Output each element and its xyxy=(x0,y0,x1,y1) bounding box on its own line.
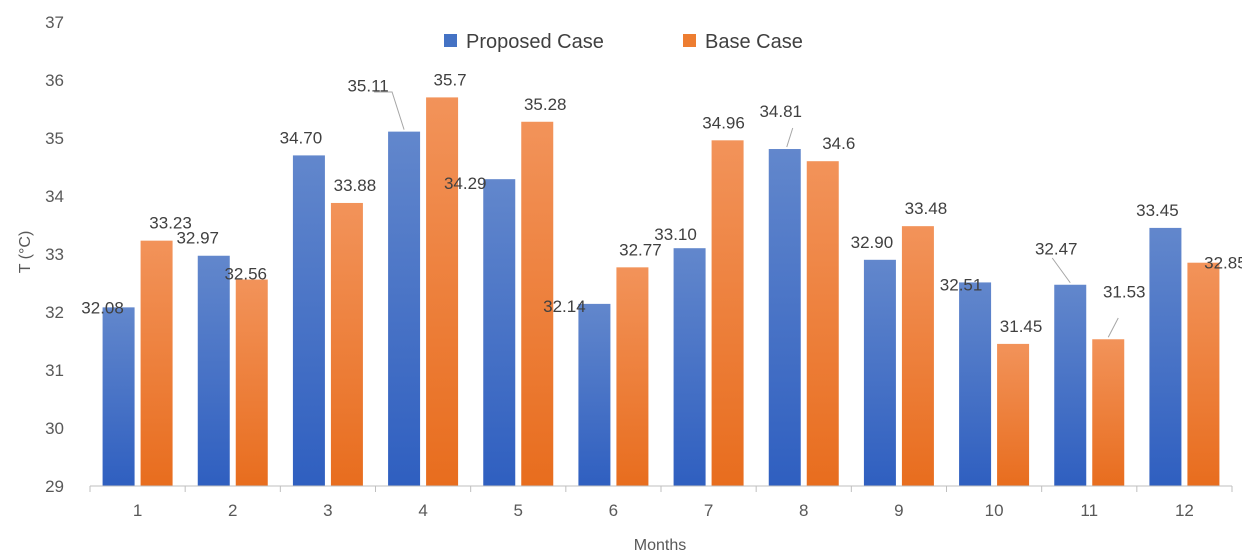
x-tick-label: 12 xyxy=(1175,501,1194,520)
y-tick-label: 34 xyxy=(45,187,64,206)
bar-proposed xyxy=(768,149,801,486)
data-label-proposed: 32.51 xyxy=(940,275,983,294)
y-axis-title: T (°C) xyxy=(17,231,34,274)
leader-lines xyxy=(374,91,1119,338)
leader-line xyxy=(786,127,794,148)
x-tick-label: 2 xyxy=(228,501,237,520)
x-tick-label: 6 xyxy=(609,501,618,520)
leader-line xyxy=(1051,257,1071,284)
x-axis-title: Months xyxy=(634,537,686,554)
data-label-proposed: 33.10 xyxy=(654,225,697,244)
data-label-proposed: 32.97 xyxy=(176,229,219,248)
data-label-base: 31.53 xyxy=(1103,282,1146,301)
data-label-base: 34.96 xyxy=(702,113,745,132)
x-tick-label: 8 xyxy=(799,501,808,520)
bar-proposed xyxy=(197,255,230,486)
data-label-base: 32.77 xyxy=(619,240,662,259)
bar-base xyxy=(426,97,459,487)
data-label-proposed: 34.29 xyxy=(444,174,487,193)
data-labels: 32.08 32.97 34.70 35.11 34.29 32.14 33.10 34.81… xyxy=(81,70,1242,336)
y-axis: 29 30 31 32 33 34 35 36 37 xyxy=(45,13,64,496)
data-label-proposed: 32.47 xyxy=(1035,240,1078,259)
bar-base xyxy=(330,202,363,486)
data-label-proposed: 32.14 xyxy=(543,297,586,316)
x-tick-label: 4 xyxy=(418,501,427,520)
x-tick-label: 11 xyxy=(1080,501,1098,520)
bar-proposed xyxy=(863,259,896,486)
data-label-proposed: 34.81 xyxy=(759,102,802,121)
data-label-base: 32.56 xyxy=(224,265,267,284)
bar-base xyxy=(1187,262,1220,486)
bar-base xyxy=(997,343,1030,486)
bar-base xyxy=(1092,339,1125,486)
bar-base xyxy=(806,161,839,486)
x-axis: 1 2 3 4 5 6 7 8 9 10 11 12 xyxy=(89,485,1233,520)
bars xyxy=(102,97,1220,487)
bar-base xyxy=(901,226,934,486)
data-label-base: 35.7 xyxy=(434,70,467,89)
x-tick-label: 10 xyxy=(985,501,1004,520)
y-tick-label: 37 xyxy=(45,13,64,32)
bar-proposed xyxy=(673,248,706,486)
data-label-proposed: 32.08 xyxy=(81,298,124,317)
leader-line xyxy=(1107,317,1119,338)
legend-label-proposed: Proposed Case xyxy=(466,31,604,53)
data-label-base: 33.23 xyxy=(149,214,192,233)
y-tick-label: 30 xyxy=(45,419,64,438)
data-label-base: 31.45 xyxy=(1000,317,1043,336)
data-label-base: 34.6 xyxy=(822,134,855,153)
x-tick-label: 7 xyxy=(704,501,713,520)
x-tick-label: 1 xyxy=(133,501,142,520)
y-tick-label: 29 xyxy=(45,477,64,496)
bar-proposed xyxy=(483,179,516,486)
bar-proposed xyxy=(959,282,992,486)
bar-proposed xyxy=(102,307,135,486)
y-tick-label: 33 xyxy=(45,245,64,264)
y-tick-label: 36 xyxy=(45,71,64,90)
bar-base xyxy=(616,267,649,486)
legend-label-base: Base Case xyxy=(705,31,803,53)
data-label-base: 33.48 xyxy=(905,199,948,218)
bar-proposed xyxy=(1054,284,1087,486)
y-tick-label: 32 xyxy=(45,303,64,322)
bar-base xyxy=(140,240,173,486)
data-label-proposed: 34.70 xyxy=(280,128,323,147)
y-tick-label: 31 xyxy=(45,361,64,380)
x-tick-label: 9 xyxy=(894,501,903,520)
y-tick-label: 35 xyxy=(45,129,64,148)
data-label-base: 35.28 xyxy=(524,95,567,114)
leader-line xyxy=(374,91,405,130)
data-label-base: 33.88 xyxy=(334,176,377,195)
data-label-proposed: 35.11 xyxy=(347,77,388,96)
data-label-proposed: 32.90 xyxy=(851,233,894,252)
bar-base xyxy=(235,279,268,486)
bar-base xyxy=(711,140,744,486)
x-tick-label: 3 xyxy=(323,501,332,520)
data-label-base: 32.85 xyxy=(1204,254,1242,273)
bar-proposed xyxy=(578,303,611,486)
x-tick-label: 5 xyxy=(514,501,523,520)
bar-proposed xyxy=(388,131,421,486)
bar-proposed xyxy=(1149,227,1182,486)
bar-base xyxy=(521,121,554,486)
legend-swatch-base xyxy=(683,34,696,47)
data-label-proposed: 33.45 xyxy=(1136,201,1179,220)
bar-proposed xyxy=(292,155,325,486)
legend: Proposed Case Base Case xyxy=(444,31,803,53)
legend-swatch-proposed xyxy=(444,34,457,47)
